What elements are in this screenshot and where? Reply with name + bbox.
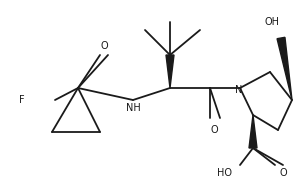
Polygon shape [277,37,292,100]
Text: O: O [279,168,287,178]
Polygon shape [249,115,257,148]
Text: O: O [210,125,218,135]
Text: NH: NH [126,103,140,113]
Text: F: F [19,95,25,105]
Text: O: O [100,41,108,51]
Text: N: N [235,85,243,95]
Text: OH: OH [264,17,279,27]
Polygon shape [166,55,174,88]
Text: HO: HO [218,168,233,178]
